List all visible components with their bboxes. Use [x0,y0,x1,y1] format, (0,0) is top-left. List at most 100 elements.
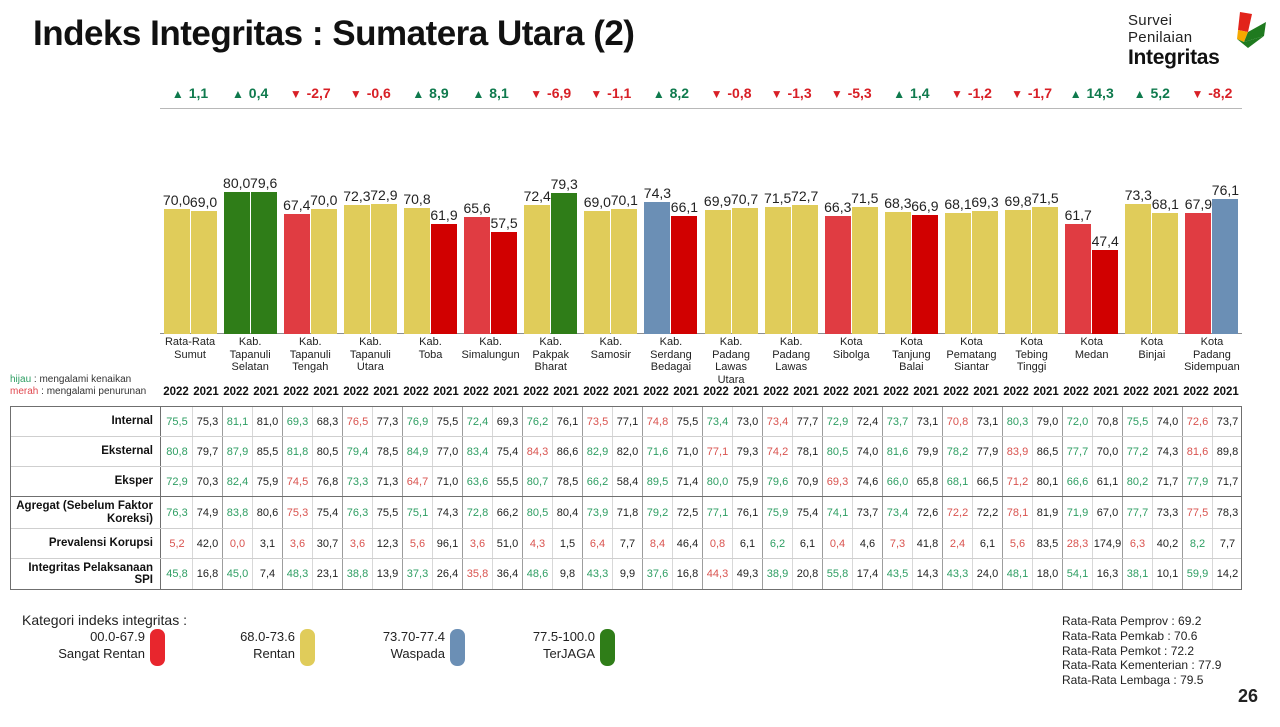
table-cell: 38,9 [762,559,792,589]
logo-mark-icon [1218,10,1268,52]
legend-swatch [600,629,615,666]
table-cell: 49,3 [732,559,762,589]
average-line-0: Rata-Rata Pemprov : 69.2 [1062,614,1221,629]
bar-value-label: 70,8 [403,191,430,207]
delta-value: -1,2 [964,85,992,101]
bar-rect [251,192,277,334]
table-cell: 71,7 [1152,467,1182,496]
table-cell: 89,8 [1212,437,1242,466]
table-cell: 59,9 [1182,559,1212,589]
table-cell: 76,8 [312,467,342,496]
x-tick-line: Tapanuli [220,349,280,362]
triangle-up-icon: ▲ [172,87,184,101]
legend-item-2: 73.70-77.4Waspada [330,628,465,668]
x-tick-label-7: Kab.Samosir [581,336,641,361]
table-cell: 23,1 [312,559,342,589]
year-header-14: 2022 [581,386,611,398]
table-cell: 73,5 [582,407,612,436]
table-cell: 4,3 [522,529,552,558]
table-cell: 75,4 [492,437,522,466]
delta-6: ▼ -6,9 [521,85,581,101]
x-tick-line: Balai [881,361,941,374]
year-header-35: 2021 [1211,386,1241,398]
table-cell: 5,6 [1002,529,1032,558]
x-tick-line: Kab. Pakpak [521,336,581,361]
table-cell: 74,9 [192,497,222,528]
table-cell: 81,9 [1032,497,1062,528]
table-cell: 80,4 [552,497,582,528]
year-header-34: 2022 [1181,386,1211,398]
table-cell: 81,0 [252,407,282,436]
legend-item-0: 00.0-67.9Sangat Rentan [30,628,165,668]
table-cell: 71,0 [432,467,462,496]
bar-rect [1185,213,1211,334]
bar-group-15: 61,747,4 [1062,112,1122,334]
x-tick-line: Kota [1122,336,1182,349]
table-cell: 77,1 [702,497,732,528]
table-cell: 79,4 [342,437,372,466]
triangle-down-icon: ▼ [1011,87,1023,101]
table-cell: 77,3 [372,407,402,436]
table-cell: 40,2 [1152,529,1182,558]
bar-rect [1065,224,1091,334]
year-header-9: 2021 [431,386,461,398]
table-cell: 36,4 [492,559,522,589]
note-red-text: : mengalami penurunan [38,386,146,397]
x-tick-line: Bedagai [641,361,701,374]
table-cell: 37,6 [642,559,672,589]
table-cell: 44,3 [702,559,732,589]
bar-rect [705,210,731,334]
table-cell: 7,7 [612,529,642,558]
table-cell: 81,6 [1182,437,1212,466]
table-cell: 7,3 [882,529,912,558]
triangle-down-icon: ▼ [590,87,602,101]
delta-13: ▼ -1,2 [942,85,1002,101]
year-header-7: 2021 [371,386,401,398]
table-cell: 9,9 [612,559,642,589]
bar-value-label: 79,3 [551,176,578,192]
table-cell: 55,5 [492,467,522,496]
year-header-5: 2021 [311,386,341,398]
table-cell: 75,5 [1122,407,1152,436]
table-cell: 78,5 [372,437,402,466]
chart-top-rule [160,108,1242,109]
bar-value-label: 68,3 [884,195,911,211]
delta-15: ▲ 14,3 [1062,85,1122,101]
note-red-line: merah : mengalami penurunan [10,386,146,398]
table-cell: 55,8 [822,559,852,589]
legend-range: 77.5-100.0 [533,628,595,645]
bar-rect [885,212,911,334]
logo-line-3: Integritas [1128,46,1220,70]
table-row: Internal75,575,381,181,069,368,376,577,3… [11,407,1241,437]
average-line-2: Rata-Rata Pemkot : 72.2 [1062,644,1221,659]
bar-rect [611,209,637,334]
row-label-2: Eksper [11,467,161,496]
table-cell: 89,5 [642,467,672,496]
bar-group-12: 68,366,9 [881,112,941,334]
table-row: Integritas Pelaksanaan SPI45,816,845,07,… [11,559,1241,589]
table-cell: 38,1 [1122,559,1152,589]
table-cell: 75,5 [432,407,462,436]
x-tick-line: Serdang [641,349,701,362]
average-line-4: Rata-Rata Lembaga : 79.5 [1062,673,1221,688]
row-label-3: Agregat (Sebelum Faktor Koreksi) [11,497,161,528]
triangle-down-icon: ▼ [530,87,542,101]
table-cell: 84,9 [402,437,432,466]
table-cell: 80,6 [252,497,282,528]
table-cell: 82,0 [612,437,642,466]
x-tick-line: Lawas Utara [701,361,761,386]
year-header-19: 2021 [731,386,761,398]
table-cell: 2,4 [942,529,972,558]
table-cell: 1,5 [552,529,582,558]
averages-block: Rata-Rata Pemprov : 69.2Rata-Rata Pemkab… [1062,614,1221,688]
table-cell: 80,7 [522,467,552,496]
table-cell: 71,8 [612,497,642,528]
year-header-28: 2022 [1001,386,1031,398]
table-cell: 78,2 [942,437,972,466]
triangle-down-icon: ▼ [951,87,963,101]
table-cell: 70,0 [1092,437,1122,466]
table-cell: 75,3 [282,497,312,528]
triangle-up-icon: ▲ [653,87,665,101]
legend-title: Kategori indeks integritas : [22,612,187,628]
table-cell: 83,8 [222,497,252,528]
